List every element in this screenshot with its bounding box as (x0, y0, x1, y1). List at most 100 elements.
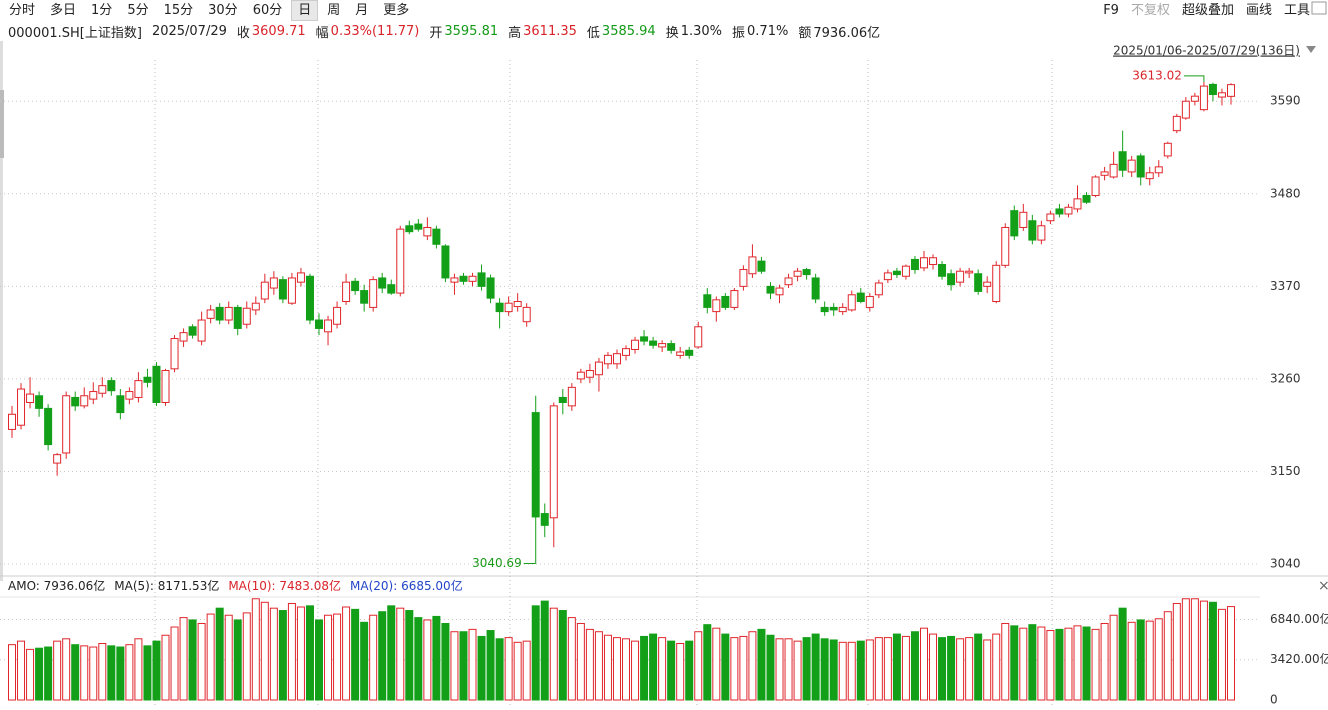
tool-button[interactable]: 超级叠加 (1181, 3, 1234, 18)
candle-body (486, 277, 495, 299)
volume-bar (874, 637, 883, 701)
tool-button[interactable]: F9 (1103, 3, 1119, 18)
period-button[interactable]: 日 (291, 0, 319, 21)
candle-body (865, 295, 874, 308)
candle-body (242, 307, 251, 325)
period-button[interactable]: 多日 (50, 3, 77, 18)
info-label: 收 (236, 25, 250, 41)
candle-body (1199, 85, 1208, 111)
volume-bar (360, 621, 369, 701)
period-button[interactable]: 周 (327, 3, 341, 18)
info-label: 开 (429, 25, 443, 41)
candle-body (1190, 95, 1199, 102)
candle-body (712, 299, 721, 313)
candle-body (387, 284, 396, 294)
candle-body (992, 264, 1001, 303)
period-button[interactable]: 30分 (208, 3, 238, 18)
candle-body (432, 228, 441, 245)
y-tick-label: 3420.00亿 (1270, 651, 1328, 666)
volume-bar (757, 628, 766, 701)
volume-bar (631, 640, 640, 701)
period-button[interactable]: 更多 (383, 3, 410, 18)
candle-body (721, 295, 730, 308)
volume-bar (811, 633, 820, 701)
candle-body (170, 338, 179, 370)
candle-body (233, 306, 242, 329)
volume-bar (1100, 622, 1109, 701)
period-button[interactable]: 月 (355, 3, 369, 18)
volume-bar (1046, 630, 1055, 701)
info-value: 0.71% (747, 23, 789, 39)
volume-bar (649, 633, 658, 701)
legend-entry: MA(20): 6685.00亿 (350, 579, 463, 593)
volume-bar (1082, 626, 1091, 701)
volume-bar (703, 624, 712, 701)
volume-bar (89, 646, 98, 701)
candle-body (558, 396, 567, 403)
candle-body (947, 273, 956, 286)
volume-bar (603, 634, 612, 701)
candle-body (766, 285, 775, 294)
period-button[interactable]: 15分 (163, 3, 194, 18)
period-button[interactable]: 60分 (252, 3, 283, 18)
volume-bar (170, 626, 179, 701)
volume-bar (766, 634, 775, 701)
volume-bar (1109, 614, 1118, 701)
volume-bar (143, 645, 152, 701)
candle-body (594, 361, 603, 376)
candle-body (414, 223, 423, 230)
candle-body (1046, 213, 1055, 222)
volume-bar (378, 611, 387, 701)
candle-body (89, 391, 98, 400)
candle-body (513, 301, 522, 308)
tool-button[interactable]: 工具 (1283, 3, 1310, 18)
volume-bar (1199, 600, 1208, 701)
volume-bar (351, 608, 360, 701)
candle-body (324, 319, 333, 333)
volume-bar (35, 647, 44, 701)
candle-body (739, 269, 748, 287)
toolbar: 分时 多日 1分 5分 15分 30分 60分日周月更多 (0, 0, 1328, 21)
period-button[interactable]: 分时 (9, 3, 36, 18)
candle-body (1091, 176, 1100, 196)
volume-bar (161, 634, 170, 701)
candle-body (441, 245, 450, 279)
volume-bar (495, 638, 504, 701)
candle-body (44, 407, 53, 446)
range-arrow[interactable] (1306, 46, 1316, 53)
volume-bar (44, 646, 53, 701)
volume-bar (838, 641, 847, 701)
volume-bar (1073, 625, 1082, 701)
volume-bar (983, 639, 992, 701)
volume-bar (974, 633, 983, 701)
candle-body (315, 319, 324, 329)
close-icon[interactable]: × (1318, 578, 1328, 594)
volume-bar (1154, 618, 1163, 701)
volume-bar (965, 637, 974, 701)
volume-bar (1055, 628, 1064, 701)
candle-body (856, 292, 865, 303)
candle-body (53, 454, 62, 464)
info-label: 换 (665, 25, 679, 41)
volume-bar (26, 648, 35, 701)
volume-bar (179, 617, 188, 701)
candle-body (197, 319, 206, 342)
volume-bar (1010, 625, 1019, 701)
volume-bar (1172, 602, 1181, 701)
volume-bar (315, 619, 324, 701)
volume-bar (576, 622, 585, 701)
volume-bar (522, 640, 531, 701)
candle-body (965, 270, 974, 274)
candle-body (269, 277, 278, 289)
date-range[interactable]: 2025/01/06-2025/07/29(136日) (1113, 44, 1300, 58)
period-button[interactable]: 5分 (127, 3, 149, 18)
candle-body (631, 339, 640, 350)
period-button[interactable]: 1分 (91, 3, 113, 18)
tool-button[interactable]: 画线 (1245, 3, 1272, 18)
info-label: 振 (732, 25, 746, 41)
volume-bar (585, 628, 594, 701)
candle-body (459, 275, 468, 282)
tool-button[interactable]: 不复权 (1130, 3, 1170, 18)
candle-body (1118, 151, 1127, 171)
volume-bar (269, 607, 278, 701)
